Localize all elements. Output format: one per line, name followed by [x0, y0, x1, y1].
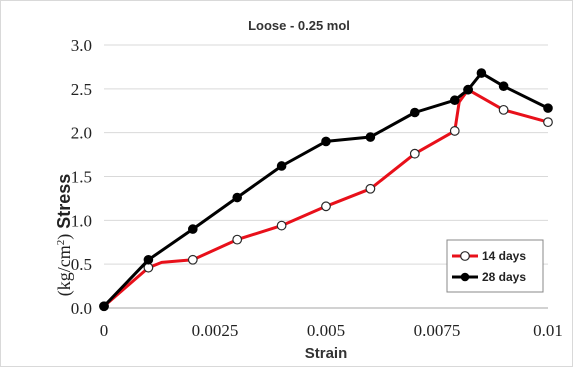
data-point [232, 192, 242, 203]
data-point [498, 81, 509, 92]
x-tick-label: 0.0075 [414, 321, 461, 340]
legend-box [446, 239, 544, 293]
x-tick-label: 0.0025 [192, 321, 239, 340]
x-tick-label: 0.005 [307, 321, 345, 340]
y-tick-label: 3.0 [71, 36, 92, 55]
y-tick-label: 2.5 [71, 80, 92, 99]
x-tick-label: 0 [100, 321, 109, 340]
data-point [449, 95, 460, 106]
series-layer [99, 68, 553, 312]
data-point [321, 201, 331, 212]
data-point [410, 107, 420, 118]
data-point [276, 161, 287, 171]
data-point [498, 104, 509, 115]
y-tick-label: 2.0 [71, 124, 92, 143]
data-point [449, 126, 460, 136]
legend-marker [460, 272, 470, 282]
legend: 14 days 28 days [446, 239, 544, 293]
data-point [409, 148, 420, 159]
x-tick-label: 0.01 [533, 321, 563, 340]
y-tick-label: 1.5 [71, 168, 92, 187]
y-axis-label: (kg/cm2) Stress [54, 174, 75, 297]
data-point [143, 254, 154, 265]
data-point [232, 234, 243, 245]
y-tick-label: 0.0 [71, 299, 92, 318]
data-point [365, 132, 376, 142]
y-axis-unit-sup: 2 [55, 240, 67, 246]
data-point [99, 301, 109, 312]
y-axis-title: Stress [54, 174, 74, 229]
data-point [365, 183, 376, 194]
data-point [463, 84, 473, 95]
data-point [187, 254, 198, 265]
data-point [543, 117, 553, 128]
y-tick-label: 0.5 [71, 255, 92, 274]
legend-label: 14 days [482, 249, 526, 263]
y-tick-label: 1.0 [71, 211, 92, 230]
chart-title: Loose - 0.25 mol [248, 18, 350, 33]
data-point [321, 136, 331, 147]
data-point [543, 103, 553, 113]
y-axis-unit: (kg/cm [54, 245, 75, 296]
data-point [476, 68, 487, 78]
legend-marker [460, 251, 470, 261]
x-axis-label: Strain [305, 345, 348, 362]
series-28-days [99, 68, 553, 312]
data-point [276, 220, 287, 231]
legend-label: 28 days [482, 270, 526, 284]
y-axis-unit-close: ) [54, 234, 75, 240]
tick-labels: 0.0 0.5 1.0 1.5 2.0 2.5 3.0 0 0.0025 0.005 0.0075 0… [71, 36, 563, 340]
data-point [188, 224, 198, 234]
